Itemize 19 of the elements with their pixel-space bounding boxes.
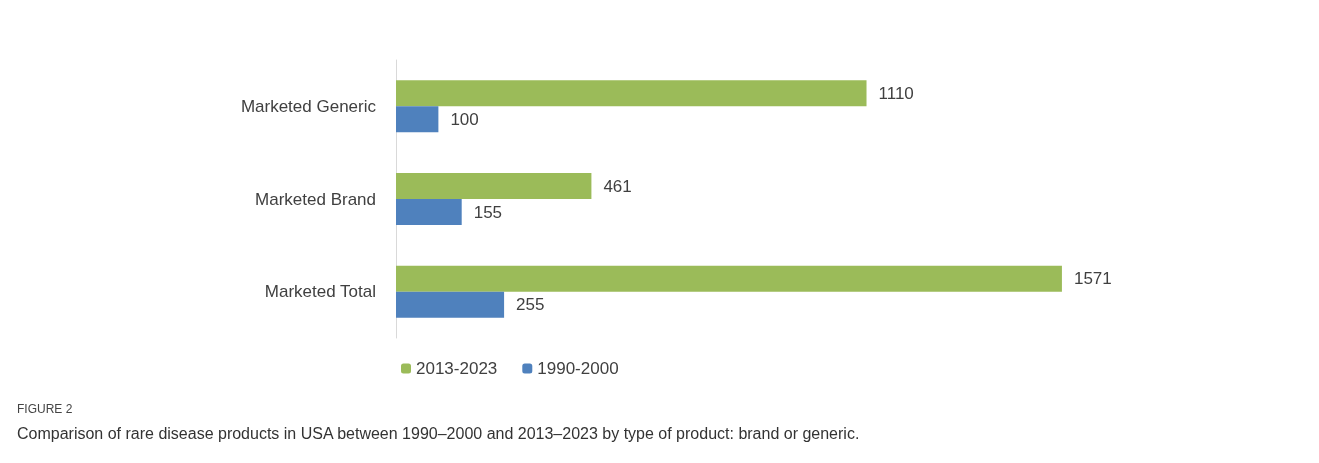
y-tick-label: Marketed Brand <box>255 189 376 209</box>
y-tick-label: Marketed Total <box>264 282 376 302</box>
bar <box>396 106 439 133</box>
bar <box>396 291 505 318</box>
bar <box>396 173 592 199</box>
data-label: 1571 <box>1073 269 1112 289</box>
bar <box>396 199 462 225</box>
data-label: 255 <box>516 295 545 315</box>
bar <box>396 80 867 107</box>
legend-label: 1990-2000 <box>537 359 619 378</box>
text: FIGURE 2 <box>17 402 73 416</box>
bar <box>396 265 1062 292</box>
legend-label: 2013-2023 <box>416 359 498 378</box>
data-label: 1110 <box>878 83 914 103</box>
data-label: 100 <box>450 109 479 129</box>
y-tick-label: Marketed Generic <box>240 96 377 116</box>
data-label: 461 <box>603 176 632 196</box>
data-label: 155 <box>473 202 503 222</box>
text: Comparison of rare disease products in USA between 1990–2000 and 2013–2023 by type of product: brand or generic. <box>17 424 860 442</box>
